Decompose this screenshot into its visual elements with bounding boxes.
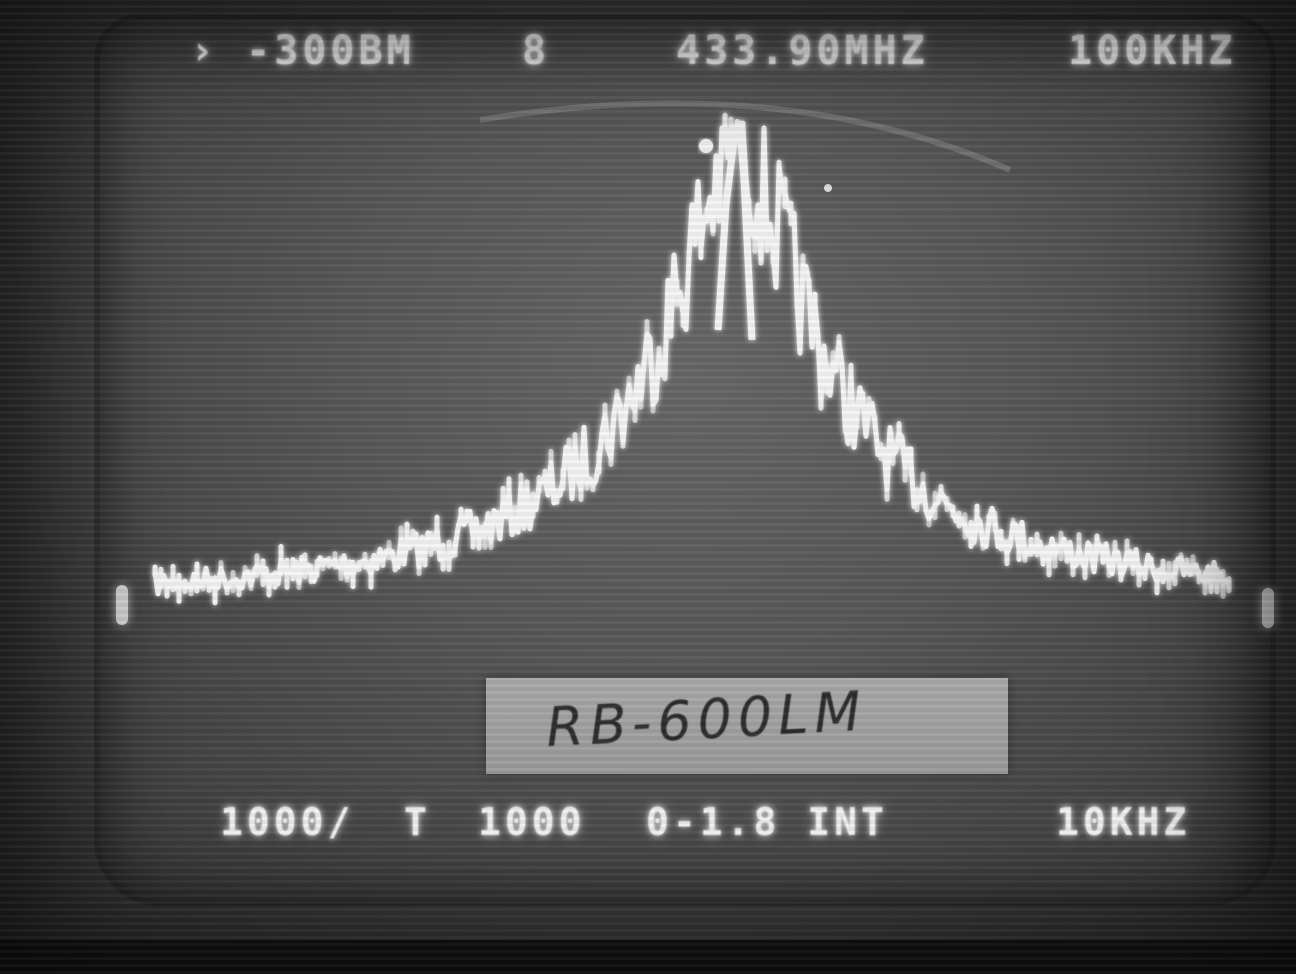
sweep-time-readout: 1000	[478, 800, 586, 844]
trace-mode-readout: T	[404, 800, 431, 844]
center-frequency-readout: 433.90MHZ	[676, 28, 929, 74]
carrier-peak	[714, 120, 756, 341]
input-range-readout: 0-1.8 INT	[646, 800, 888, 844]
trace-dot	[824, 184, 832, 192]
handwritten-label: RB-600LM	[544, 679, 869, 760]
screen-reflection	[479, 100, 1012, 173]
marker-readout: 8	[522, 28, 551, 74]
span-readout: 100KHZ	[1068, 28, 1237, 74]
instrument-bezel-bottom	[0, 940, 1296, 974]
trace-polyline	[152, 125, 1232, 597]
reference-level-readout: › -300BM	[190, 28, 415, 74]
scale-per-div-readout: 1000/	[220, 800, 355, 844]
trace-line	[152, 112, 1232, 606]
left-edge-marker	[116, 585, 128, 625]
label-card: RB-600LM	[486, 678, 1008, 774]
resolution-bandwidth-readout: 10KHZ	[1056, 800, 1191, 844]
right-edge-marker	[1262, 588, 1274, 628]
trace-dot	[699, 139, 713, 153]
